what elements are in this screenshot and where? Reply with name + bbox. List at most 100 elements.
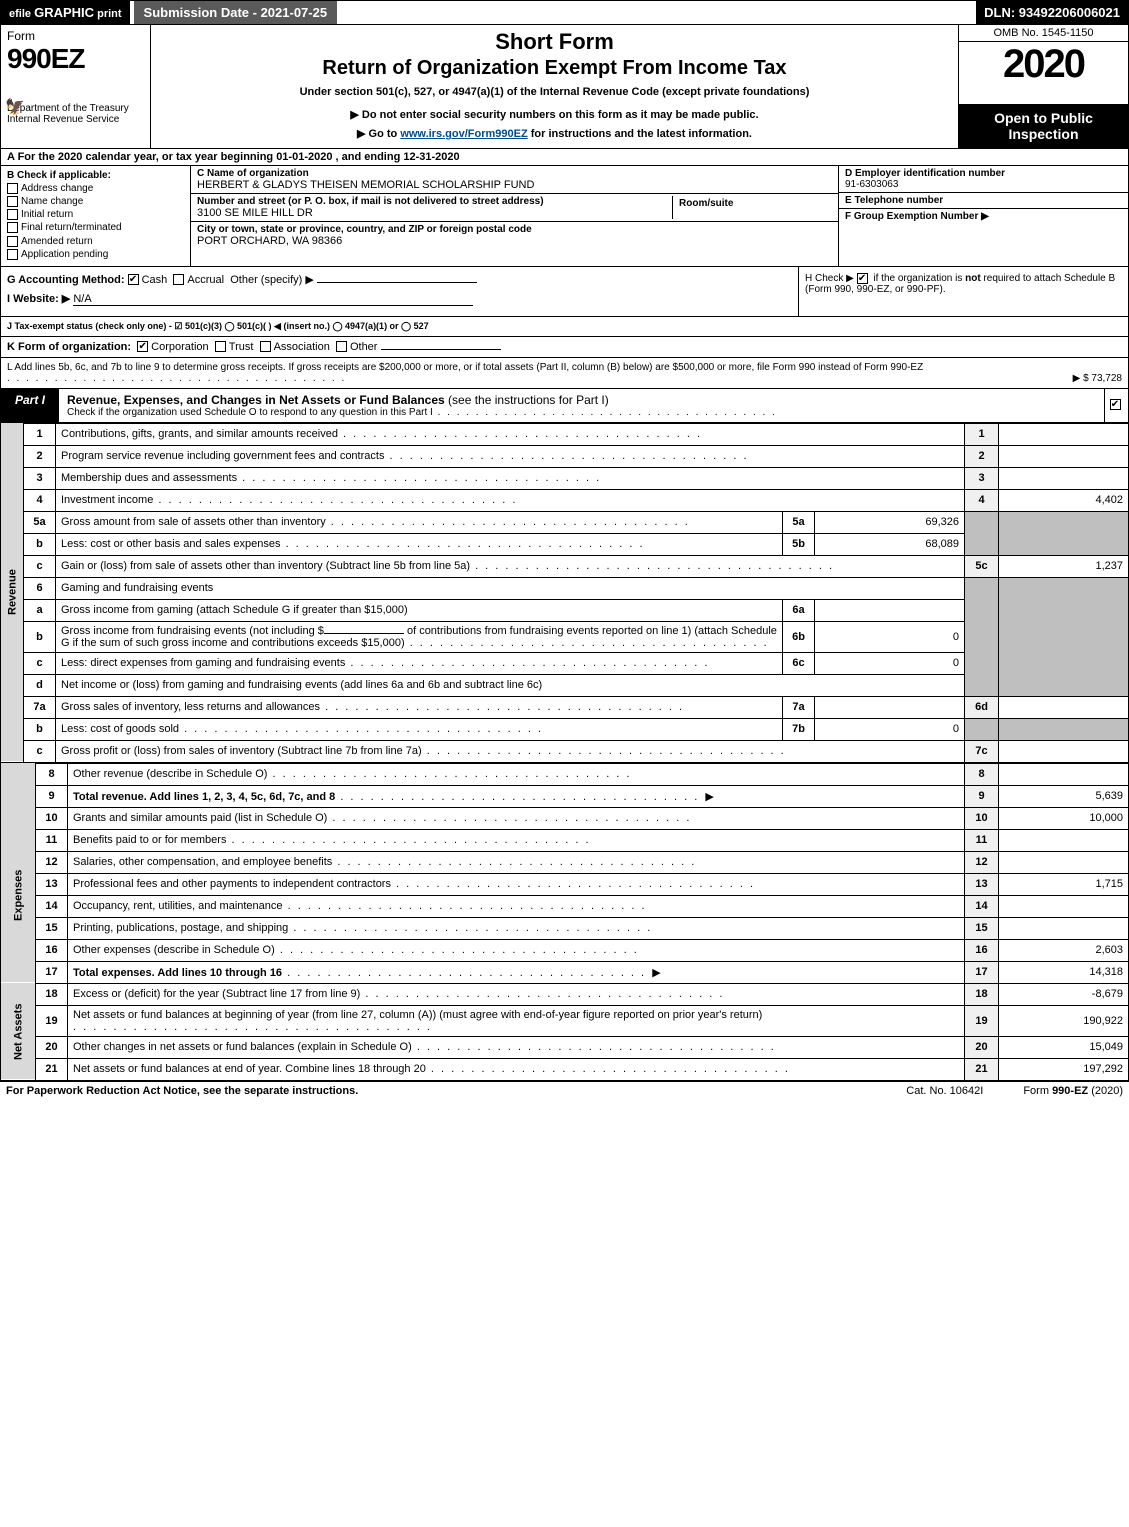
table-row: 21 Net assets or fund balances at end of… — [1, 1058, 1129, 1080]
cb-address-change[interactable]: Address change — [7, 183, 184, 194]
d-label: D Employer identification number — [845, 168, 1005, 179]
e-label: E Telephone number — [845, 195, 943, 206]
dept-label: Department of the Treasury — [7, 103, 144, 114]
cb-amended-return[interactable]: Amended return — [7, 236, 184, 247]
table-row: 19 Net assets or fund balances at beginn… — [1, 1005, 1129, 1036]
header-left: Form 990EZ 🦅 Department of the Treasury … — [1, 25, 151, 148]
k-label: K Form of organization: — [7, 341, 131, 353]
l-amount: ▶ $ 73,728 — [1073, 373, 1122, 384]
section-h: H Check ▶ if the organization is not req… — [798, 267, 1128, 316]
table-row: 7a Gross sales of inventory, less return… — [1, 696, 1129, 718]
form-header: Form 990EZ 🦅 Department of the Treasury … — [0, 25, 1129, 149]
footer-left: For Paperwork Reduction Act Notice, see … — [6, 1085, 866, 1097]
efile-bold: GRAPHIC — [34, 5, 94, 20]
part1-checkbox[interactable] — [1104, 389, 1128, 422]
side-expenses: Expenses — [1, 807, 36, 983]
part1-title: Revenue, Expenses, and Changes in Net As… — [59, 389, 1104, 422]
part1-sub: Check if the organization used Schedule … — [67, 407, 1096, 418]
table-row: 17 Total expenses. Add lines 10 through … — [1, 961, 1129, 983]
table-row: Expenses 10 Grants and similar amounts p… — [1, 807, 1129, 829]
c-street-label: Number and street (or P. O. box, if mail… — [197, 196, 544, 207]
table-row: 11 Benefits paid to or for members 11 — [1, 829, 1129, 851]
line-a: A For the 2020 calendar year, or tax yea… — [0, 149, 1129, 166]
side-netassets: Net Assets — [1, 983, 36, 1080]
form-word: Form — [7, 29, 144, 43]
goto-link[interactable]: www.irs.gov/Form990EZ — [400, 128, 527, 140]
d-value: 91-6303063 — [845, 179, 898, 190]
line-l: L Add lines 5b, 6c, and 7b to line 9 to … — [0, 358, 1129, 389]
cb-other-org[interactable] — [336, 341, 347, 352]
page-footer: For Paperwork Reduction Act Notice, see … — [0, 1081, 1129, 1100]
table-row: 15 Printing, publications, postage, and … — [1, 917, 1129, 939]
efile-prefix: efile — [9, 8, 31, 20]
efile-suffix: print — [97, 8, 121, 20]
h-not: not — [965, 273, 981, 284]
table-row: c Gain or (loss) from sale of assets oth… — [1, 555, 1129, 577]
line-j: J Tax-exempt status (check only one) - ☑… — [0, 317, 1129, 337]
b-label: B Check if applicable: — [7, 170, 184, 181]
table-row: a Gross income from gaming (attach Sched… — [1, 599, 1129, 621]
c-street-cell: Number and street (or P. O. box, if mail… — [197, 196, 672, 219]
cb-corp[interactable] — [137, 341, 148, 352]
table-row: b Less: cost or other basis and sales ex… — [1, 533, 1129, 555]
treasury-seal-icon: 🦅 — [5, 97, 25, 117]
form-number: 990EZ — [7, 43, 144, 75]
c-room-cell: Room/suite — [672, 196, 832, 219]
h-text1: H Check ▶ — [805, 273, 854, 284]
table-row: b Gross income from fundraising events (… — [1, 621, 1129, 652]
i-label: I Website: ▶ — [7, 293, 70, 305]
footer-mid: Cat. No. 10642I — [906, 1085, 983, 1097]
table-row: c Less: direct expenses from gaming and … — [1, 652, 1129, 674]
section-c: C Name of organization HERBERT & GLADYS … — [191, 166, 838, 266]
cb-final-return[interactable]: Final return/terminated — [7, 222, 184, 233]
c-city-value: PORT ORCHARD, WA 98366 — [197, 235, 342, 247]
section-ghi: G Accounting Method: Cash Accrual Other … — [0, 267, 1129, 317]
do-not-enter: ▶ Do not enter social security numbers o… — [191, 108, 918, 121]
section-def: D Employer identification number 91-6303… — [838, 166, 1128, 266]
tax-year: 2020 — [959, 42, 1128, 87]
col-g: G Accounting Method: Cash Accrual Other … — [1, 267, 798, 316]
open-to-public: Open to Public Inspection — [959, 104, 1128, 148]
table-row: 4 Investment income 4 4,402 — [1, 489, 1129, 511]
part1-tag: Part I — [1, 389, 59, 422]
g-label: G Accounting Method: — [7, 274, 125, 286]
cb-trust[interactable] — [215, 341, 226, 352]
table-row: 3 Membership dues and assessments 3 — [1, 467, 1129, 489]
cb-initial-return[interactable]: Initial return — [7, 209, 184, 220]
cb-accrual[interactable] — [173, 274, 184, 285]
table-row: 12 Salaries, other compensation, and emp… — [1, 851, 1129, 873]
c-city-label: City or town, state or province, country… — [197, 224, 532, 235]
h-text2: if the organization is — [873, 273, 965, 284]
cb-cash[interactable] — [128, 274, 139, 285]
table-row: 14 Occupancy, rent, utilities, and maint… — [1, 895, 1129, 917]
dln-label: DLN: 93492206006021 — [976, 1, 1128, 24]
cb-assoc[interactable] — [260, 341, 271, 352]
c-room-label: Room/suite — [679, 198, 733, 209]
table-row: 13 Professional fees and other payments … — [1, 873, 1129, 895]
part1-header: Part I Revenue, Expenses, and Changes in… — [0, 389, 1129, 423]
goto-post: for instructions and the latest informat… — [528, 128, 752, 140]
e-cell: E Telephone number — [839, 193, 1128, 209]
submission-date: Submission Date - 2021-07-25 — [134, 1, 338, 24]
line-k: K Form of organization: Corporation Trus… — [0, 337, 1129, 358]
j-text: J Tax-exempt status (check only one) - ☑… — [7, 321, 429, 331]
top-bar: efile GRAPHIC print Submission Date - 20… — [0, 0, 1129, 25]
efile-label: efile GRAPHIC print — [1, 1, 130, 24]
l-text: L Add lines 5b, 6c, and 7b to line 9 to … — [7, 362, 923, 373]
f-label: F Group Exemption Number ▶ — [845, 211, 989, 222]
f-cell: F Group Exemption Number ▶ — [839, 209, 1128, 266]
part1-table-rev2: 8 Other revenue (describe in Schedule O)… — [0, 763, 1129, 1081]
irs-label: Internal Revenue Service — [7, 114, 144, 125]
cb-application-pending[interactable]: Application pending — [7, 249, 184, 260]
d-cell: D Employer identification number 91-6303… — [839, 166, 1128, 193]
line-i: I Website: ▶ N/A — [7, 292, 792, 306]
c-name-cell: C Name of organization HERBERT & GLADYS … — [191, 166, 838, 194]
omb-number: OMB No. 1545-1150 — [959, 25, 1128, 42]
table-row: Revenue 1 Contributions, gifts, grants, … — [1, 423, 1129, 445]
table-row: c Gross profit or (loss) from sales of i… — [1, 740, 1129, 762]
cb-h[interactable] — [857, 273, 868, 284]
i-value: N/A — [73, 293, 91, 305]
c-street-value: 3100 SE MILE HILL DR — [197, 207, 313, 219]
cb-name-change[interactable]: Name change — [7, 196, 184, 207]
goto-pre: ▶ Go to — [357, 128, 400, 140]
